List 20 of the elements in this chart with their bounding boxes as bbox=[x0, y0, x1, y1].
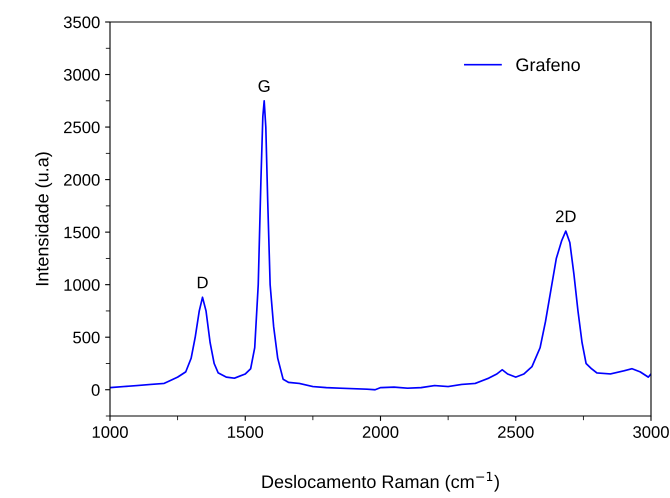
x-tick-label: 1000 bbox=[92, 426, 128, 438]
annotation: 2D bbox=[556, 210, 576, 222]
y-tick-label: 3500 bbox=[64, 16, 100, 28]
y-tick-label: 1500 bbox=[64, 226, 100, 238]
y-tick-label: 3000 bbox=[64, 68, 100, 81]
y-tick-label: 0 bbox=[92, 384, 100, 396]
annotation: D bbox=[198, 276, 208, 288]
y-tick-label: 500 bbox=[73, 332, 100, 344]
y-tick-label: 1000 bbox=[64, 279, 100, 291]
y-tick-label: 2500 bbox=[64, 121, 100, 134]
y-tick-label: 2000 bbox=[64, 174, 100, 186]
y-axis-title: Intensidade (u.a) bbox=[35, 152, 52, 286]
x-tick-label: 3000 bbox=[633, 426, 669, 438]
annotation: G bbox=[258, 80, 270, 92]
legend-label: Grafeno bbox=[516, 58, 580, 72]
x-axis-title: Deslocamento Raman (cm$^{−1}$) bbox=[262, 472, 499, 492]
x-tick-label: 2500 bbox=[498, 426, 534, 438]
x-tick-label: 2000 bbox=[362, 426, 398, 438]
x-tick-label: 1500 bbox=[228, 426, 264, 438]
line-series bbox=[110, 100, 651, 391]
